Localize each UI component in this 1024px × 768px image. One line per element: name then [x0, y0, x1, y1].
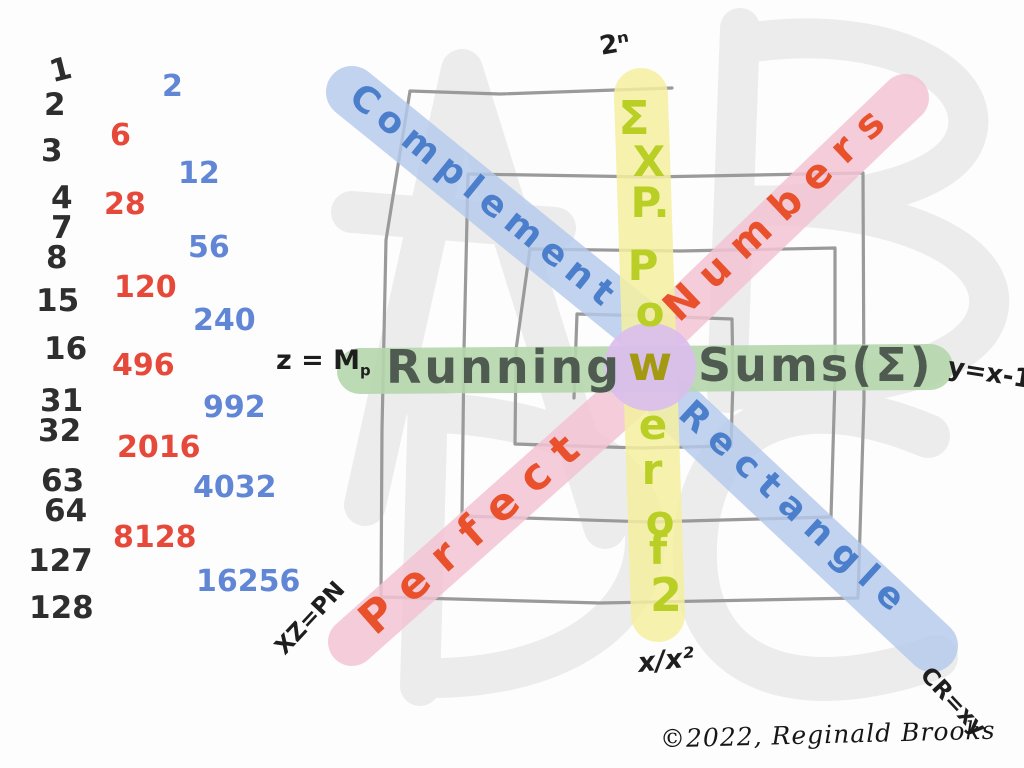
axis-label-top: 2ⁿ — [597, 27, 633, 62]
power-letter: e — [638, 400, 668, 449]
table-number: 7 — [51, 210, 73, 246]
table-number: 6 — [110, 118, 131, 153]
table-number: 32 — [38, 413, 82, 449]
power-letter: o — [635, 287, 665, 336]
table-number: 28 — [104, 187, 146, 222]
table-number: 12 — [178, 156, 220, 191]
table-number: 16256 — [196, 564, 301, 599]
table-number: 4 — [51, 180, 73, 216]
power-letter: o — [645, 496, 675, 545]
numbers-band — [648, 74, 929, 346]
table-number: 992 — [203, 390, 266, 425]
power-letter: P — [627, 241, 659, 290]
power-letter: 2 — [649, 568, 683, 622]
running-label: Running — [386, 340, 623, 394]
axis-label-left: z = Mp — [276, 347, 371, 379]
axis-label-left-subscript: p — [360, 361, 371, 380]
perfect-band — [328, 372, 652, 666]
table-number: 128 — [29, 590, 94, 626]
table-number: 16 — [44, 331, 88, 367]
power-letter: Σ — [618, 91, 650, 145]
center-letter-w: w — [627, 336, 673, 392]
power-letter: f — [648, 525, 668, 574]
table-number: 2 — [44, 87, 66, 123]
table-number: 8 — [46, 240, 68, 276]
table-number: 15 — [36, 283, 80, 319]
table-number: 127 — [28, 543, 93, 579]
table-number: 3 — [41, 133, 63, 169]
sums-label: Sums(Σ) — [698, 338, 934, 392]
axis-label-bottom: x/x² — [636, 642, 696, 679]
table-number: 240 — [193, 303, 256, 338]
center-blob — [604, 323, 696, 411]
table-number: 120 — [114, 270, 177, 305]
rectangle-band — [646, 376, 958, 672]
table-number: 63 — [41, 463, 85, 499]
power-letter: X — [632, 137, 666, 186]
axis-label-left-main: z = M — [276, 345, 361, 376]
table-number: 4032 — [193, 470, 277, 505]
table-number: 2 — [162, 69, 183, 104]
table-number: 496 — [112, 348, 175, 383]
background-letter-c — [672, 389, 958, 701]
power-letter: r — [641, 445, 663, 494]
table-number: 64 — [44, 493, 88, 529]
table-number: 8128 — [113, 520, 197, 555]
table-number: 56 — [188, 230, 230, 265]
complement-band — [326, 66, 674, 358]
power-letter: P. — [630, 178, 670, 227]
table-number: 31 — [40, 383, 84, 419]
table-number: 2016 — [117, 430, 201, 465]
